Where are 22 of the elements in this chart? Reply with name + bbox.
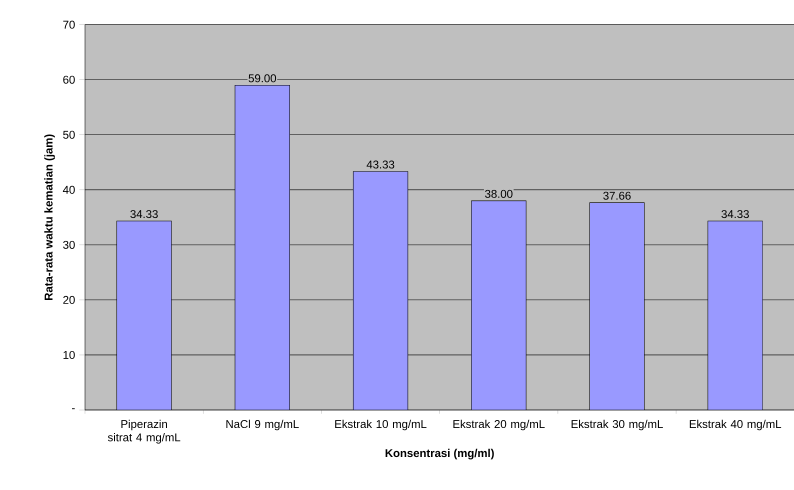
data-label: 37.66 xyxy=(603,192,631,200)
data-label: 43.33 xyxy=(366,160,394,169)
y-tick-label: 30 xyxy=(63,240,75,249)
x-tick-label: NaCl 9 mg/mL xyxy=(226,420,299,430)
x-tick-label: Ekstrak 30 mg/mL xyxy=(572,420,663,430)
y-axis-title: Rata-rata waktu kematian (jam) xyxy=(44,134,55,300)
y-tick-label: 60 xyxy=(63,76,75,84)
x-tick-label: Ekstrak 10 mg/mL xyxy=(335,420,426,430)
y-tick-label: 10 xyxy=(64,350,75,359)
data-label: 34.33 xyxy=(130,210,158,218)
x-axis-title: Konsentrasi (mg/ml) xyxy=(386,448,494,460)
data-label: 59.00 xyxy=(248,74,276,82)
data-label: 34.33 xyxy=(721,210,749,218)
y-tick-label: 70 xyxy=(63,20,75,29)
y-tick-label: - xyxy=(72,408,75,410)
x-tick-label: Piperazin sitrat 4 mg/mL xyxy=(108,420,180,444)
y-tick-label: 50 xyxy=(63,130,75,139)
x-tick-label: Ekstrak 40 mg/mL xyxy=(690,420,782,430)
data-label: 38.00 xyxy=(485,190,513,198)
y-tick-label: 40 xyxy=(62,186,75,194)
y-tick-label: 20 xyxy=(63,296,75,304)
x-tick-label: Ekstrak 20 mg/mL xyxy=(453,420,545,430)
